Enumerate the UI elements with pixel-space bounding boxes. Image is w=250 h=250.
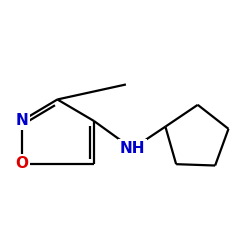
Text: N: N xyxy=(15,114,28,128)
Text: O: O xyxy=(15,156,28,171)
Text: NH: NH xyxy=(120,141,145,156)
